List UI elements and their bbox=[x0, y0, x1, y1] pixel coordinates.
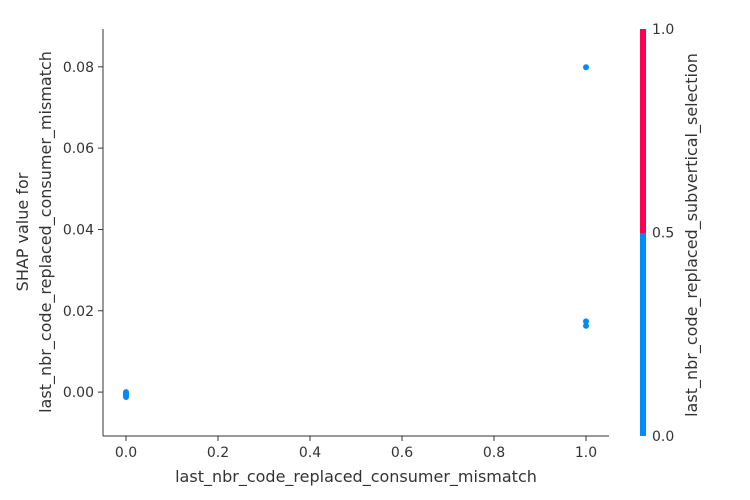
colorbar-tick-label: 0.5 bbox=[652, 226, 674, 242]
y-tick-label: 0.02 bbox=[63, 304, 94, 320]
colorbar: 0.0 0.5 1.0 last_nbr_code_replaced_subvert… bbox=[640, 22, 702, 445]
x-tick-label: 0.0 bbox=[115, 445, 137, 461]
scatter-point bbox=[583, 322, 589, 329]
x-axis-title: last_nbr_code_replaced_consumer_mismatch bbox=[175, 467, 537, 487]
y-ticks: 0.00 0.02 0.04 0.06 0.08 bbox=[63, 60, 103, 401]
x-tick-label: 0.4 bbox=[299, 445, 321, 461]
colorbar-label: last_nbr_code_replaced_subvertical_selec… bbox=[682, 53, 702, 417]
scatter-point bbox=[123, 393, 129, 400]
scatter-point bbox=[583, 64, 589, 71]
colorbar-tick-label: 1.0 bbox=[652, 22, 674, 38]
colorbar-ticks: 0.0 0.5 1.0 bbox=[652, 22, 674, 445]
x-tick-label: 1.0 bbox=[575, 445, 597, 461]
x-tick-label: 0.8 bbox=[483, 445, 505, 461]
x-ticks: 0.0 0.2 0.4 0.6 0.8 1.0 bbox=[115, 436, 597, 461]
x-tick-label: 0.2 bbox=[207, 445, 229, 461]
colorbar-high-segment bbox=[640, 29, 646, 233]
scatter-point bbox=[583, 318, 589, 325]
colorbar-low-segment bbox=[640, 233, 646, 436]
y-tick-label: 0.08 bbox=[63, 60, 94, 76]
y-tick-label: 0.04 bbox=[63, 222, 94, 238]
colorbar-tick-label: 0.0 bbox=[652, 429, 674, 445]
y-axis-title-line-2: last_nbr_code_replaced_consumer_mismatch bbox=[36, 51, 56, 413]
y-tick-label: 0.06 bbox=[63, 141, 94, 157]
y-tick-label: 0.00 bbox=[63, 385, 94, 401]
y-axis-title-line-1: SHAP value for bbox=[13, 172, 32, 291]
plot-area: 0.0 0.2 0.4 0.6 0.8 1.0 0.00 0.02 0.04 0.06 0.08 bbox=[63, 29, 609, 461]
x-tick-label: 0.6 bbox=[391, 445, 413, 461]
scatter-points bbox=[123, 64, 589, 400]
